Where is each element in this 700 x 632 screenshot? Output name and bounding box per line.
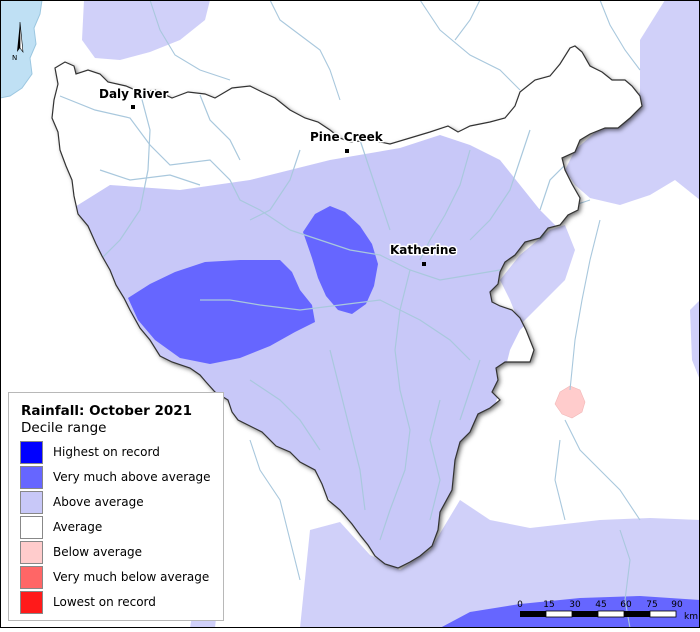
legend-title: Rainfall: October 2021: [21, 403, 193, 419]
legend-label: Highest on record: [53, 445, 160, 459]
below-average-patch: [554, 385, 586, 419]
town-label-daly-river: Daly River: [99, 87, 168, 101]
legend-item: Average: [20, 516, 220, 541]
scale-unit: km: [684, 612, 698, 622]
very-much-above-region-central: [303, 206, 378, 314]
legend-swatch: [20, 591, 43, 614]
town-label-pine-creek: Pine Creek: [310, 130, 384, 144]
above-average-region: [60, 135, 570, 568]
legend-swatch: [20, 491, 43, 514]
north-arrow-icon: N: [12, 21, 24, 62]
legend-item: Very much above average: [20, 466, 220, 491]
north-label: N: [12, 54, 17, 62]
legend-swatch: [20, 566, 43, 589]
legend-label: Above average: [53, 495, 144, 509]
legend-swatch: [20, 441, 43, 464]
rivers-outside: [149, 0, 641, 629]
town-markers: Daly River Pine Creek Katherine: [98, 86, 458, 266]
very-much-above-region-west: [128, 260, 315, 364]
legend-label: Lowest on record: [53, 595, 156, 609]
scale-tick-45: 45: [595, 600, 606, 610]
legend-item: Above average: [20, 491, 220, 516]
scale-tick-90: 90: [671, 600, 683, 610]
scale-tick-15: 15: [543, 600, 554, 610]
legend-swatch: [20, 466, 43, 489]
scale-bar: 0 15 30 45 60 75 90 km: [517, 600, 698, 622]
scale-tick-75: 75: [646, 600, 657, 610]
legend-item: Below average: [20, 541, 220, 566]
legend-label: Very much above average: [53, 470, 211, 484]
legend-label: Below average: [53, 545, 143, 559]
legend-label: Very much below average: [53, 570, 210, 584]
legend-label: Average: [53, 520, 103, 534]
legend-subtitle: Decile range: [21, 420, 107, 436]
legend-swatch: [20, 541, 43, 564]
legend-swatch: [20, 516, 43, 539]
town-marker-daly-river: [131, 105, 135, 109]
town-label-katherine: Katherine: [390, 243, 457, 257]
town-marker-katherine: [422, 262, 426, 266]
scale-tick-60: 60: [620, 600, 632, 610]
town-marker-pine-creek: [345, 149, 349, 153]
legend-item: Lowest on record: [20, 591, 220, 616]
legend: Rainfall: October 2021 Decile range High…: [8, 392, 224, 621]
legend-item: Highest on record: [20, 441, 220, 466]
legend-item: Very much below average: [20, 566, 220, 591]
scale-tick-0: 0: [517, 600, 523, 610]
scale-tick-30: 30: [569, 600, 581, 610]
